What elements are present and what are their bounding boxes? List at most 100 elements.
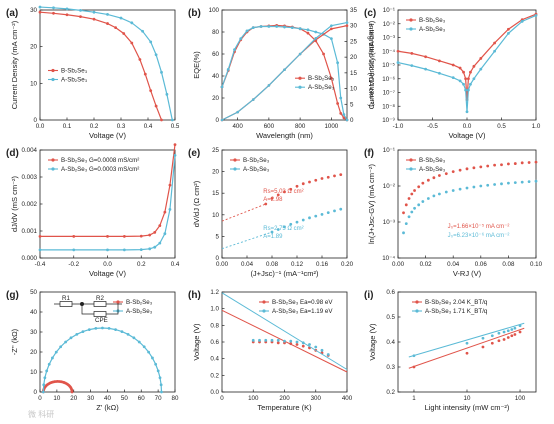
y-tick-label: 80: [212, 29, 219, 36]
series-line: [221, 25, 348, 121]
panel-label: (f): [364, 148, 374, 159]
data-point: [320, 348, 324, 352]
data-point: [132, 336, 136, 340]
data-point: [466, 88, 470, 92]
legend-label: A-Sb₂Se₃ G=0.0003 mS/cm²: [61, 166, 139, 173]
y-tick-label: 0: [216, 255, 220, 262]
data-point: [490, 341, 494, 345]
data-point: [275, 25, 279, 28]
data-point: [330, 27, 333, 31]
data-point: [79, 15, 82, 18]
inset-label-r2: R2: [96, 295, 104, 302]
data-point: [43, 376, 47, 380]
data-point: [148, 247, 152, 251]
inset-label-cpe: CPE: [95, 317, 108, 324]
data-point: [410, 210, 414, 214]
data-point: [106, 248, 109, 252]
legend-swatch-marker: [51, 77, 55, 82]
data-point: [45, 369, 49, 373]
data-point: [251, 98, 255, 101]
y-tick-label: 1.2: [210, 289, 219, 296]
x-axis-label: Temperature (K): [257, 403, 312, 412]
data-point: [122, 235, 126, 238]
y-tick-label: 0.4: [386, 339, 395, 346]
data-point: [465, 351, 469, 355]
data-point: [481, 345, 485, 349]
data-point: [502, 338, 506, 341]
y-tick-label: 0.5: [386, 314, 395, 321]
data-point: [264, 202, 268, 206]
data-point: [158, 241, 162, 245]
annotation: J₀=1.66×10⁻⁵ mA cm⁻²: [448, 223, 510, 230]
inset-resistor-r2: [93, 301, 107, 307]
panel-d: (d) -0.4 -0.2 0.0 0.2 0.4 0.000 0.001 0.002 0.003…: [6, 143, 180, 278]
data-point: [410, 192, 414, 196]
y-axis-label: EQE(%): [192, 51, 201, 79]
data-point: [153, 245, 157, 249]
x-tick-label: 1: [412, 395, 416, 402]
data-point: [438, 192, 441, 196]
y-tick-label: 30: [30, 329, 37, 336]
data-point: [270, 338, 274, 342]
data-point: [130, 41, 134, 45]
data-point: [160, 118, 163, 122]
data-point: [220, 118, 224, 122]
data-point: [493, 41, 496, 45]
data-point: [301, 218, 305, 222]
x-axis-label: V-RJ (V): [453, 269, 482, 278]
data-point: [479, 67, 483, 71]
panel-e: (e) 0.00 0.04 0.08 0.12 0.16 0.20 0 5 10 15 20 25 (J+…: [188, 147, 354, 278]
data-point: [92, 17, 96, 21]
x-tick-label: 0.04: [447, 261, 460, 268]
x-tick-label: 0.16: [316, 261, 329, 268]
panel-label: (a): [6, 8, 18, 19]
data-point: [141, 29, 145, 33]
data-point: [283, 225, 286, 229]
legend-swatch-marker: [233, 167, 237, 171]
data-point: [500, 182, 503, 186]
data-point: [507, 27, 510, 31]
data-point: [506, 329, 510, 333]
data-point: [462, 82, 465, 86]
data-point: [534, 160, 538, 164]
data-point: [92, 10, 96, 14]
data-point: [289, 342, 293, 346]
data-point: [314, 30, 318, 34]
legend-label: A-Sb₂Se₃: [419, 26, 446, 33]
y-tick-label: 0.001: [22, 228, 38, 235]
x-tick-label: 0.0: [36, 123, 45, 130]
data-point: [513, 181, 517, 185]
data-point: [412, 354, 416, 358]
data-point: [139, 234, 143, 238]
data-point: [87, 328, 91, 332]
legend-label: B-Sb₂Se₃: [243, 157, 270, 164]
data-point: [326, 211, 330, 215]
data-point: [245, 29, 249, 33]
data-point: [402, 231, 405, 235]
data-point: [137, 340, 141, 344]
data-point: [320, 177, 324, 180]
x-tick-label: 0.02: [420, 261, 433, 268]
y-tick-label: 15: [212, 190, 219, 197]
legend-label: A-Sb₂Se₃: [61, 77, 88, 84]
legend-label: B-Sb₂Se₃ 2.04 K_BT/q: [425, 299, 488, 306]
panel-label: (e): [188, 148, 200, 159]
y-tick-label: 10: [212, 212, 219, 219]
data-point: [38, 10, 42, 14]
data-point: [336, 102, 340, 105]
panel-i: (i) 1 10 100 0.2 0.3 0.4 0.5 0.6 Light intensity …: [364, 289, 537, 412]
y-tick-label: 10⁻⁸: [382, 103, 395, 110]
data-point: [336, 61, 340, 65]
data-point: [283, 339, 286, 343]
panel-label: (i): [364, 290, 373, 301]
data-point: [72, 248, 76, 252]
legend-swatch-marker: [409, 18, 413, 22]
y-tick-label: 20: [30, 349, 37, 356]
y-tick-label: 10⁻³: [383, 35, 395, 42]
data-point: [122, 32, 126, 35]
x-tick-label: 400: [232, 123, 243, 130]
x-tick-label: 70: [155, 395, 162, 402]
y-tick-label: 40: [30, 309, 37, 316]
data-point: [412, 365, 416, 369]
legend-swatch-marker: [51, 167, 55, 171]
